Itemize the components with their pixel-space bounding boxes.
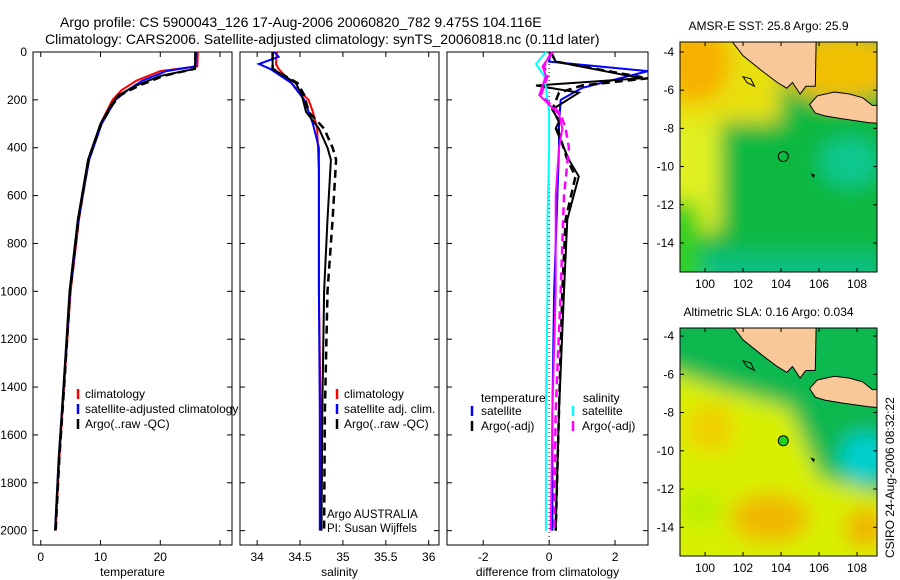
field-shading	[680, 42, 877, 272]
x-tick-label: 34.5	[288, 550, 312, 564]
map-y-tick-label: -4	[663, 329, 674, 343]
island-christmas	[810, 173, 815, 179]
x-tick-label: 20	[154, 550, 168, 564]
map-y-tick-label: -14	[657, 520, 675, 534]
temperature-panel: 0 200 400 600 800 1000 1200 1400 1600 1800 2000 0 10…	[0, 45, 238, 579]
difference-series-salinity-satellite	[534, 51, 551, 531]
legend-heading-temperature: temperature	[481, 391, 546, 405]
y-tick-label: 2000	[0, 524, 27, 538]
sla_map: 100 102 104 106 108 -4 -6 -8 -10 -12 -14 Altimetric…	[657, 305, 878, 575]
map-y-tick-label: -12	[657, 482, 675, 496]
map-x-tick-label: 102	[733, 561, 753, 575]
argo-location-marker	[777, 151, 789, 163]
x-tick-label: -2	[478, 550, 489, 564]
map-y-tick-label: -10	[657, 444, 675, 458]
annotation-float-owner: Argo AUSTRALIA	[327, 509, 418, 521]
map-title: AMSR-E SST: 25.8 Argo: 25.9	[688, 19, 848, 33]
x-axis-label: temperature	[100, 565, 165, 579]
temperature-series-argo-raw	[54, 51, 197, 531]
x-tick-label: 10	[94, 550, 108, 564]
island-enggano	[741, 76, 756, 88]
map-y-tick-label: -4	[663, 45, 674, 59]
map-y-tick-label: -8	[663, 121, 674, 135]
map-y-tick-label: -14	[657, 236, 675, 250]
y-tick-label: 200	[7, 93, 27, 107]
salinity-axes-box	[239, 51, 440, 546]
y-tick-label: 400	[7, 141, 27, 155]
x-tick-label: 36	[422, 550, 436, 564]
y-tick-label: 1200	[0, 332, 27, 346]
footer-timestamp: CSIRO 24-Aug-2006 08:32:22	[883, 397, 897, 558]
figure-title-line1: Argo profile: CS 5900043_126 17-Aug-2006…	[60, 14, 542, 30]
y-tick-label: 800	[7, 236, 27, 250]
map-y-tick-label: -6	[663, 83, 674, 97]
x-axis-label: salinity	[321, 565, 358, 579]
salinity-panel: 34 34.5 35 35.5 36 salinity climatologysatelli…	[239, 51, 440, 579]
salinity-series-argo-raw	[271, 52, 338, 531]
map-x-tick-label: 102	[733, 277, 753, 291]
x-tick-label: 0	[546, 550, 553, 564]
map-axes-box	[679, 41, 878, 273]
map-title: Altimetric SLA: 0.16 Argo: 0.034	[683, 305, 853, 319]
y-tick-label: 1800	[0, 476, 27, 490]
map-y-tick-label: -10	[657, 160, 675, 174]
argo-location-marker	[777, 435, 789, 447]
legend-label: climatology	[85, 387, 145, 401]
field-shading	[680, 328, 877, 556]
legend-label: Argo(-adj)	[582, 419, 635, 433]
difference-series-salinity-argo-raw	[539, 51, 571, 531]
legend-label: climatology	[344, 387, 404, 401]
x-tick-label: 35.5	[374, 550, 398, 564]
y-tick-label: 1000	[0, 284, 27, 298]
map-x-tick-label: 100	[695, 561, 715, 575]
y-tick-label: 1400	[0, 380, 27, 394]
y-tick-label: 0	[20, 45, 27, 59]
map-y-tick-label: -6	[663, 367, 674, 381]
map-axes-box	[679, 327, 878, 557]
legend-label: satellite	[481, 404, 522, 418]
map-x-tick-label: 100	[695, 277, 715, 291]
legend-label: satellite adj. clim.	[344, 402, 435, 416]
map-x-tick-label: 108	[847, 277, 867, 291]
legend-label: Argo(..raw -QC)	[85, 417, 170, 431]
temperature-axes-box	[32, 51, 233, 546]
island-enggano	[741, 360, 756, 372]
x-tick-label: 0	[37, 550, 44, 564]
legend-heading-salinity: salinity	[583, 391, 620, 405]
figure-title-line2: Climatology: CARS2006. Satellite-adjuste…	[45, 31, 600, 47]
sst_map: 100 102 104 106 108 -4 -6 -8 -10 -12 -14 AMSR-E SST…	[657, 19, 878, 291]
annotation-pi: PI: Susan Wijffels	[327, 523, 417, 535]
legend-label: satellite-adjusted climatology	[85, 402, 238, 416]
island-christmas	[810, 457, 815, 463]
legend-label: Argo(..raw -QC)	[344, 417, 429, 431]
map-y-tick-label: -8	[663, 406, 674, 420]
map-x-tick-label: 106	[809, 561, 829, 575]
map-x-tick-label: 104	[771, 561, 791, 575]
x-tick-label: 2	[612, 550, 619, 564]
map-x-tick-label: 106	[809, 277, 829, 291]
land-sumatra	[731, 42, 817, 95]
map-x-tick-label: 104	[771, 277, 791, 291]
y-tick-label: 600	[7, 189, 27, 203]
salinity-series-satellite-adjusted-climatology	[256, 51, 321, 531]
map-x-tick-label: 108	[847, 561, 867, 575]
land-java	[808, 91, 877, 124]
x-tick-label: 35	[336, 550, 350, 564]
land-java	[808, 375, 877, 408]
y-tick-label: 1600	[0, 428, 27, 442]
legend-label: satellite	[582, 404, 623, 418]
legend-label: Argo(-adj)	[481, 419, 534, 433]
x-tick-label: 34	[250, 550, 264, 564]
x-axis-label: difference from climatology	[476, 565, 619, 579]
map-y-tick-label: -12	[657, 198, 675, 212]
difference-series-temperature-argo	[535, 51, 642, 531]
land-sumatra	[733, 328, 817, 379]
